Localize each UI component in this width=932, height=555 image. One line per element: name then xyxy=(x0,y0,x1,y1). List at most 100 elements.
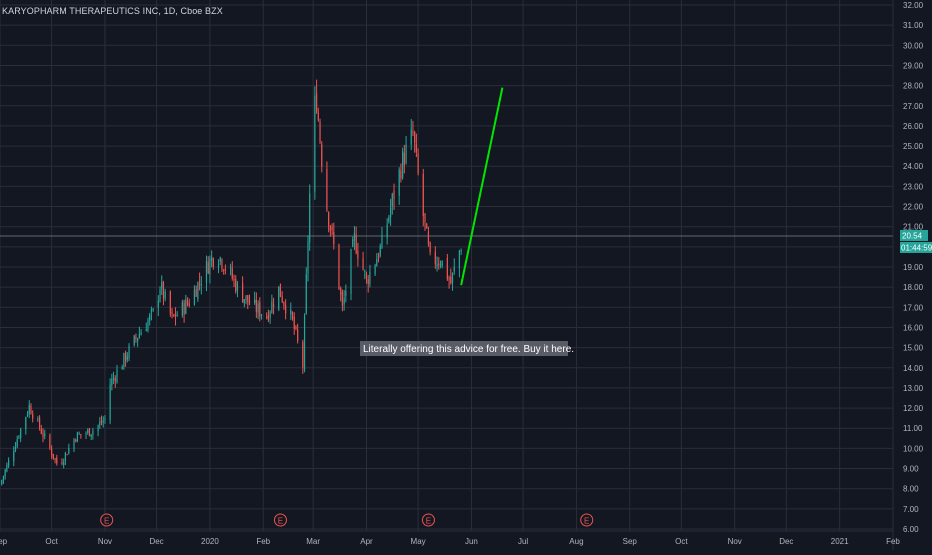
candle-body xyxy=(350,249,352,294)
time-tick-label: May xyxy=(411,537,426,546)
candle-body xyxy=(365,273,368,278)
candle-body xyxy=(438,263,440,265)
candle-body xyxy=(329,225,331,231)
candle-body xyxy=(242,283,244,303)
candle-body xyxy=(49,435,51,449)
candle-body xyxy=(376,258,378,267)
candle-body xyxy=(128,345,130,358)
candle-body xyxy=(112,377,115,380)
candle-body xyxy=(446,258,448,280)
candle-body xyxy=(217,264,220,268)
candle-body xyxy=(1,480,3,485)
price-axis-background[interactable] xyxy=(893,0,932,550)
candle-body xyxy=(410,129,412,145)
candle-body xyxy=(14,446,17,452)
last-price-badge-text: 20.54 xyxy=(902,231,923,240)
candle-body xyxy=(391,193,393,207)
price-axis[interactable]: 6.00 7.00 8.00 9.00 10.00 11.00 12.00 13.00 14.0… xyxy=(892,0,932,550)
candle-body xyxy=(290,309,292,315)
candle-body xyxy=(200,283,202,286)
candle-body xyxy=(140,332,142,336)
price-tick-label: 21.00 xyxy=(903,223,924,232)
annotation-group[interactable]: Literally offering this advice for free.… xyxy=(360,341,574,356)
candle-body xyxy=(4,469,6,477)
candle-body xyxy=(145,329,147,332)
annotation-box[interactable] xyxy=(360,341,568,356)
candle-body xyxy=(439,264,442,266)
price-badges: 20.54 01:44:59 xyxy=(900,229,932,253)
candle-body xyxy=(207,262,209,274)
candle-body xyxy=(2,475,5,481)
candle-body xyxy=(405,144,407,163)
price-tick-label: 14.00 xyxy=(903,364,924,373)
candle-body xyxy=(450,276,452,284)
candle-body xyxy=(197,282,199,300)
time-tick-label: Feb xyxy=(886,537,900,546)
candle-body xyxy=(18,437,20,439)
candle-body xyxy=(403,152,405,165)
candle-body xyxy=(278,286,280,310)
earnings-marker-icon[interactable] xyxy=(100,513,114,527)
candle-body xyxy=(54,458,56,460)
price-tick-label: 22.00 xyxy=(903,203,924,212)
candle-body xyxy=(63,462,65,466)
candle-body xyxy=(448,278,450,280)
candle-body xyxy=(303,315,306,370)
candle-body xyxy=(76,432,79,443)
candle-body xyxy=(66,454,68,456)
candle-body xyxy=(353,232,356,241)
candle-body xyxy=(236,282,239,291)
candle-body xyxy=(453,266,455,272)
price-tick-label: 17.00 xyxy=(903,303,924,312)
price-tick-label: 30.00 xyxy=(903,41,924,50)
candle-body xyxy=(352,239,354,247)
price-tick-label: 26.00 xyxy=(903,122,924,131)
candle-body xyxy=(219,257,221,262)
candle-body xyxy=(393,190,395,199)
candle-body xyxy=(235,279,237,292)
candle-body xyxy=(285,305,287,314)
price-tick-label: 18.00 xyxy=(903,283,924,292)
candle-body xyxy=(100,420,103,423)
candle-body xyxy=(458,250,461,269)
candle-body xyxy=(87,429,89,433)
candle-body xyxy=(231,268,233,279)
candle-body xyxy=(248,301,251,305)
candle-body xyxy=(400,170,402,179)
projection-line[interactable] xyxy=(460,87,504,286)
candle-body xyxy=(427,231,430,244)
candle-body xyxy=(364,270,366,272)
candle-body xyxy=(367,279,369,285)
time-axis[interactable]: Sep Oct Nov Dec 2020 Feb Mar Apr May Jun Jul Aug Sep… xyxy=(0,530,900,546)
candle-body xyxy=(224,268,227,270)
earnings-marker-icon[interactable] xyxy=(421,513,435,527)
candle-body xyxy=(186,301,189,304)
candle-body xyxy=(386,224,388,238)
candle-body xyxy=(389,207,392,218)
projection-line-group[interactable] xyxy=(460,87,504,286)
candle-body xyxy=(314,95,316,192)
candle-body xyxy=(328,212,330,226)
price-tick-label: 6.00 xyxy=(903,525,919,534)
candle-body xyxy=(441,260,443,267)
candle-body xyxy=(398,169,400,196)
candle-body xyxy=(80,434,82,436)
candle-body xyxy=(340,288,342,295)
earnings-marker-icon[interactable] xyxy=(580,513,594,527)
candle-body xyxy=(61,462,63,465)
candle-body xyxy=(319,121,321,142)
candle-body xyxy=(338,244,340,289)
candle-body xyxy=(245,295,247,300)
candle-body xyxy=(133,335,135,346)
candle-body xyxy=(40,429,42,434)
price-tick-label: 19.00 xyxy=(903,263,924,272)
candle-body xyxy=(223,269,225,271)
earnings-marker-icon[interactable] xyxy=(273,513,287,527)
candle-body xyxy=(211,257,213,261)
candle-body xyxy=(293,316,295,329)
price-tick-label: 13.00 xyxy=(903,384,924,393)
candle-body xyxy=(176,314,178,316)
